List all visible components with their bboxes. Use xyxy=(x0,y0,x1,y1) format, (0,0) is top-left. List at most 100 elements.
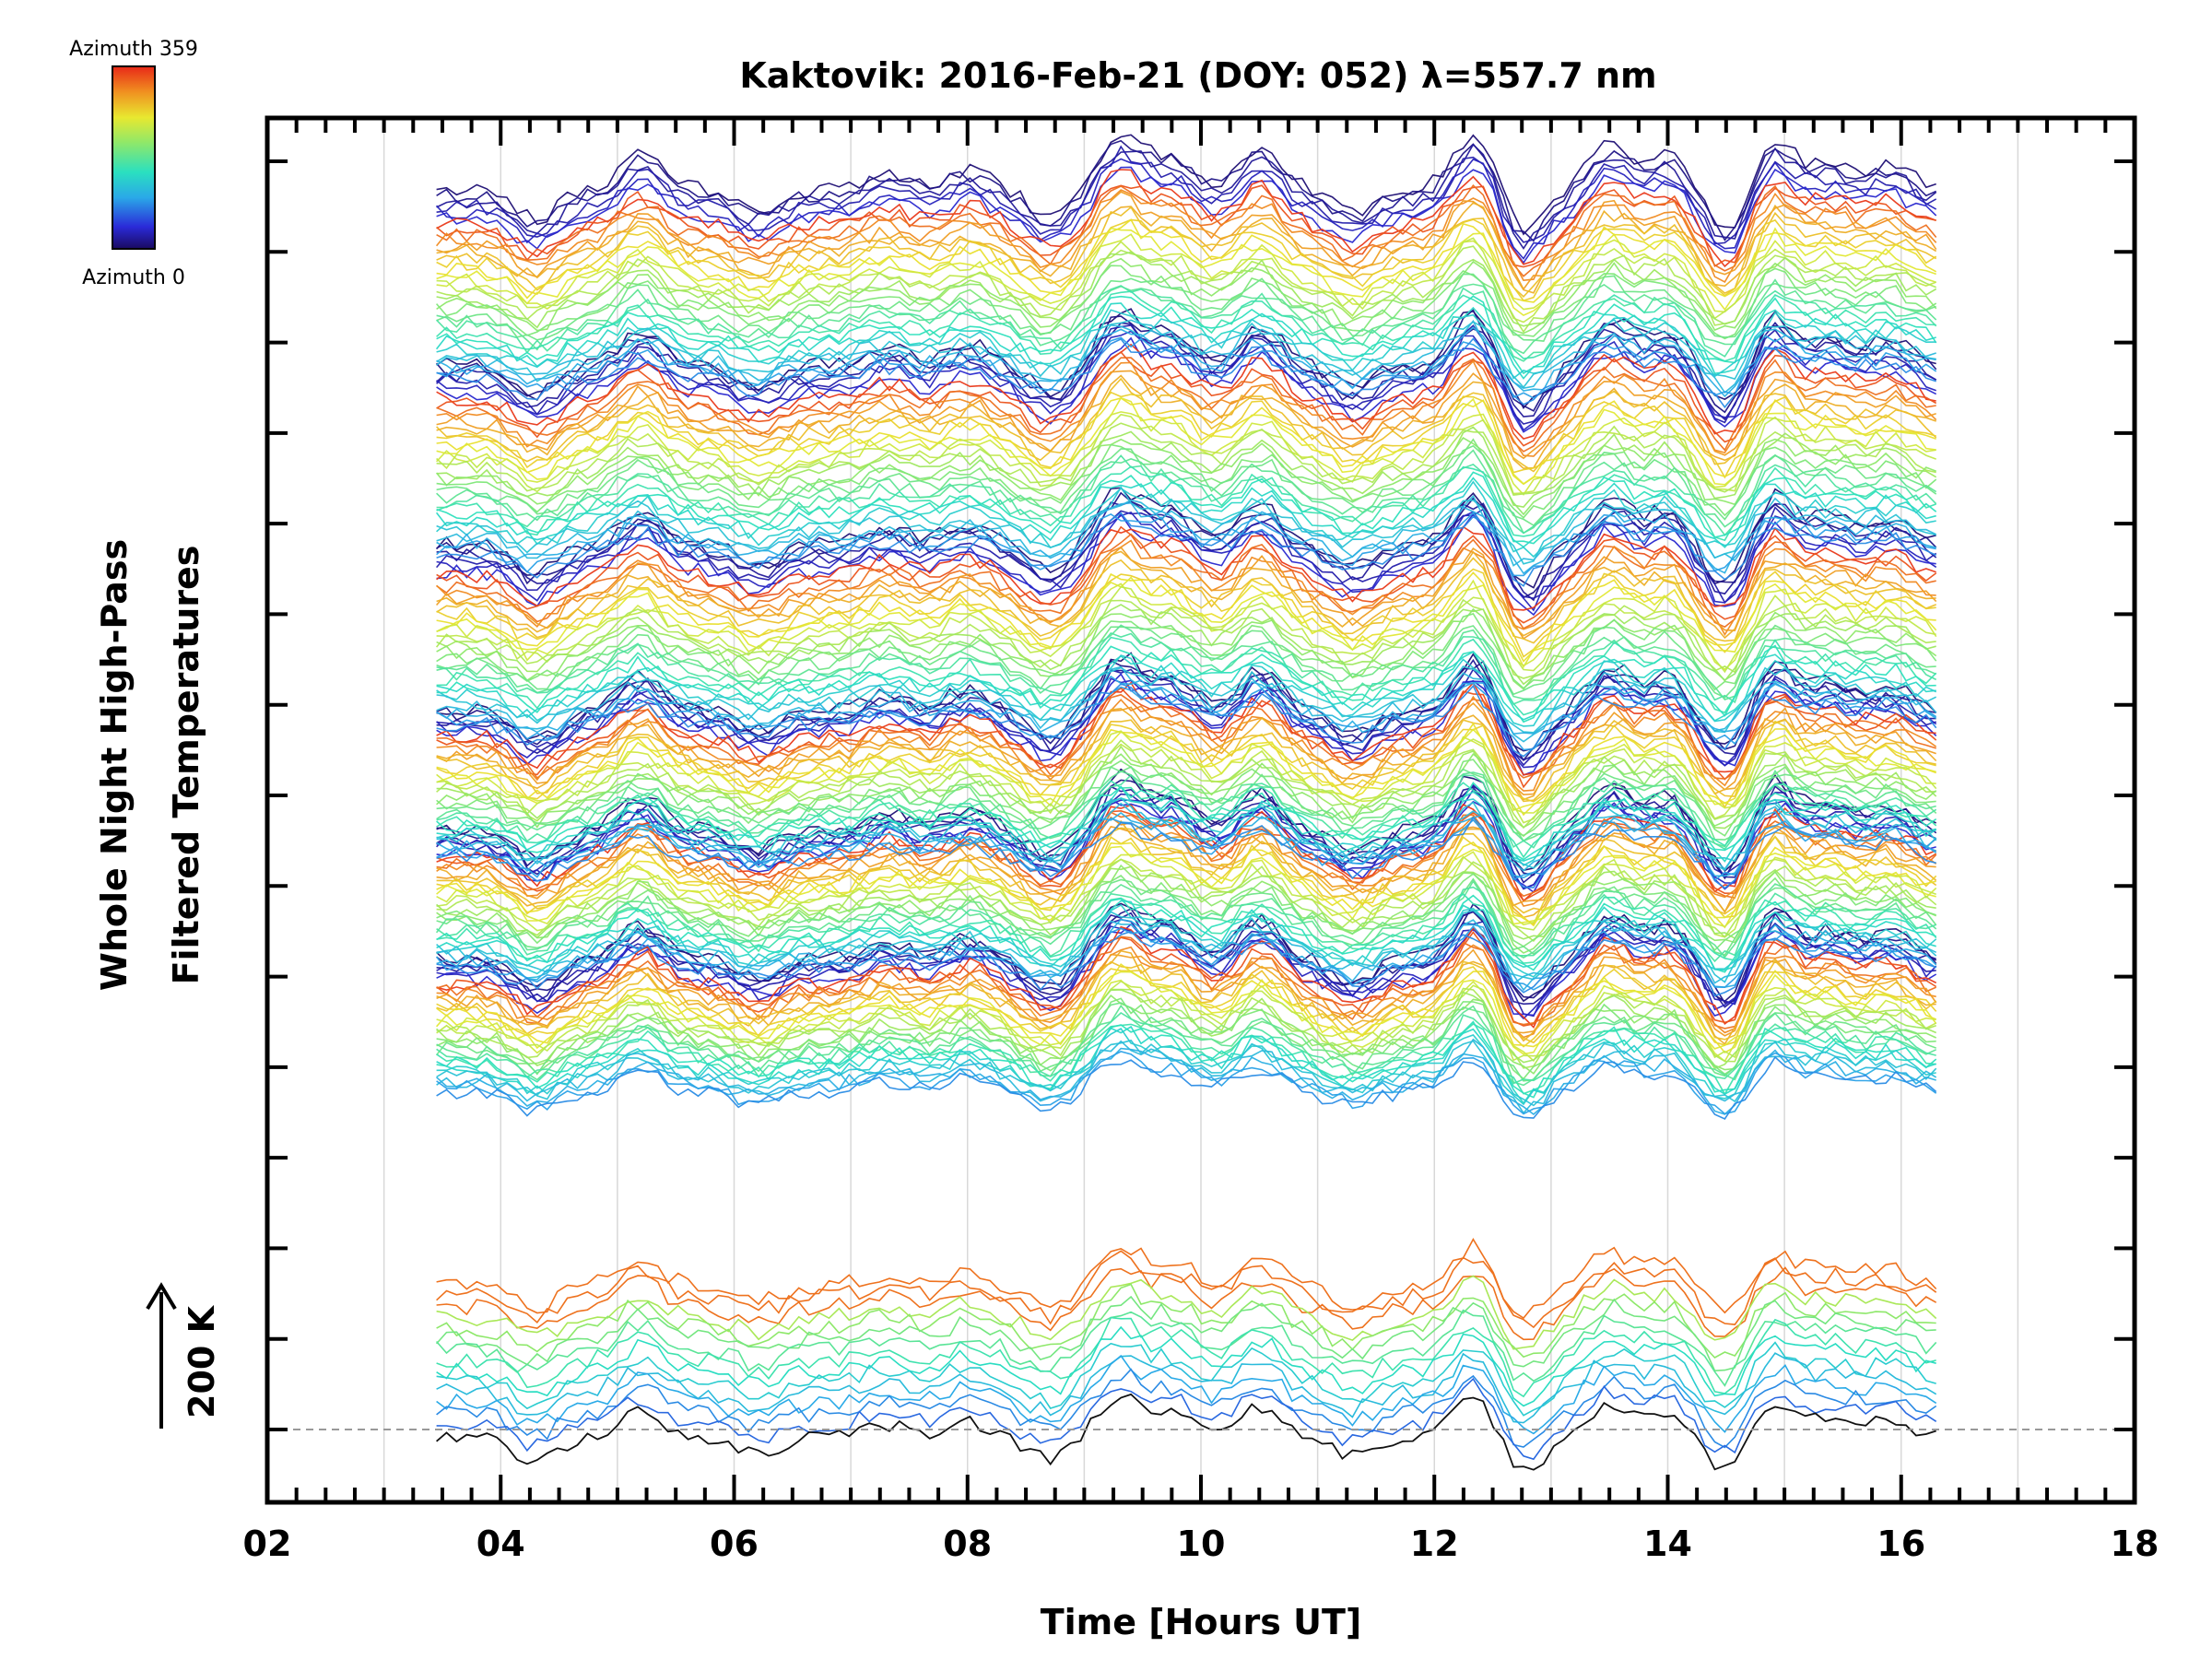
series-line xyxy=(436,251,1937,329)
series-line xyxy=(436,948,1937,1037)
colorbar-bottom-label: Azimuth 0 xyxy=(82,266,185,289)
series-line xyxy=(435,436,1936,516)
series-line xyxy=(436,1047,1936,1116)
series-line xyxy=(436,134,1936,236)
x-tick-labels: 02 04 06 08 10 12 14 16 18 xyxy=(243,1524,2159,1564)
series-line xyxy=(436,579,1937,671)
series-line xyxy=(436,539,1936,637)
series-line xyxy=(436,501,1936,575)
series-line xyxy=(436,923,1937,1020)
x-tick-label: 04 xyxy=(477,1524,525,1564)
series-line xyxy=(436,624,1936,699)
series-line xyxy=(436,931,1937,1027)
x-tick-label: 18 xyxy=(2111,1524,2159,1564)
series-line xyxy=(436,770,1936,848)
series-line xyxy=(436,683,1937,758)
series-line xyxy=(436,158,1937,260)
series-line xyxy=(436,811,1937,900)
series-line xyxy=(436,257,1937,335)
series-line xyxy=(436,183,1937,277)
series-line xyxy=(436,894,1937,973)
series-line xyxy=(436,290,1936,362)
series-line xyxy=(436,391,1936,479)
series-line xyxy=(436,454,1937,536)
series-line xyxy=(436,494,1937,567)
series-line xyxy=(436,576,1937,669)
series-line xyxy=(436,206,1937,299)
series-line xyxy=(436,324,1937,425)
series-line xyxy=(436,169,1936,268)
series-line xyxy=(436,682,1937,751)
series-line xyxy=(436,851,1937,928)
chart-title: Kaktovik: 2016-Feb-21 (DOY: 052) λ=557.7… xyxy=(739,55,1656,96)
series-line xyxy=(436,658,1936,761)
series-line xyxy=(436,357,1936,453)
series-line xyxy=(436,374,1936,470)
series-line xyxy=(435,879,1937,959)
series-line xyxy=(436,237,1936,324)
series-line xyxy=(436,815,1937,908)
series-line xyxy=(436,568,1936,658)
x-tick-label: 14 xyxy=(1643,1524,1692,1564)
series-line xyxy=(436,816,1936,889)
series-line xyxy=(436,966,1937,1048)
series-line xyxy=(436,900,1936,971)
series-line xyxy=(436,422,1936,496)
series-line xyxy=(436,873,1936,952)
series-line xyxy=(436,802,1937,872)
scale-bar-label: 200 K xyxy=(182,1304,222,1418)
colorbar-top-label: Azimuth 359 xyxy=(69,38,198,61)
series-line xyxy=(435,598,1936,679)
series-line xyxy=(436,681,1936,776)
series-line xyxy=(435,189,1937,283)
series-line xyxy=(436,785,1936,863)
series-line xyxy=(436,285,1937,362)
series-line xyxy=(436,989,1937,1070)
series-line xyxy=(436,773,1937,851)
series-line xyxy=(436,923,1937,1017)
series-line xyxy=(436,930,1936,997)
series-line xyxy=(435,302,1936,380)
series-line xyxy=(436,1341,1936,1417)
series-line xyxy=(436,765,1937,842)
series-line xyxy=(436,337,1936,409)
series-line xyxy=(436,413,1936,495)
series-line xyxy=(436,426,1937,508)
series-line xyxy=(436,233,1936,313)
series-line xyxy=(436,571,1936,663)
x-tick-label: 12 xyxy=(1410,1524,1459,1564)
series-line xyxy=(436,444,1937,527)
series-line xyxy=(436,318,1936,389)
series-line xyxy=(436,1237,1937,1320)
series-line xyxy=(436,797,1937,867)
series-line xyxy=(436,377,1937,473)
colorbar xyxy=(112,65,156,250)
series-line xyxy=(436,218,1937,303)
series-line xyxy=(436,693,1936,780)
series-line xyxy=(436,1250,1937,1329)
series-line xyxy=(436,780,1937,859)
series-line xyxy=(436,370,1936,460)
series-line xyxy=(436,139,1937,242)
series-line xyxy=(436,817,1936,882)
series-line xyxy=(436,636,1937,716)
series-line xyxy=(436,1368,1937,1449)
series-line xyxy=(436,1354,1937,1435)
series-line xyxy=(436,919,1937,985)
series-line xyxy=(436,1352,1937,1424)
series-line xyxy=(436,227,1936,317)
series-line xyxy=(436,309,1936,380)
series-line xyxy=(436,644,1936,724)
series-line xyxy=(436,1039,1937,1107)
y-axis-label-line2: Filtered Temperatures xyxy=(166,546,206,985)
series-line xyxy=(436,701,1936,796)
series-line xyxy=(436,525,1936,611)
series-line xyxy=(436,449,1937,535)
series-line xyxy=(436,720,1936,809)
x-axis-label: Time [Hours UT] xyxy=(1041,1602,1362,1642)
x-tick-label: 02 xyxy=(243,1524,292,1564)
series-line xyxy=(436,1325,1936,1407)
series-line xyxy=(436,810,1937,879)
series-line xyxy=(436,525,1937,624)
